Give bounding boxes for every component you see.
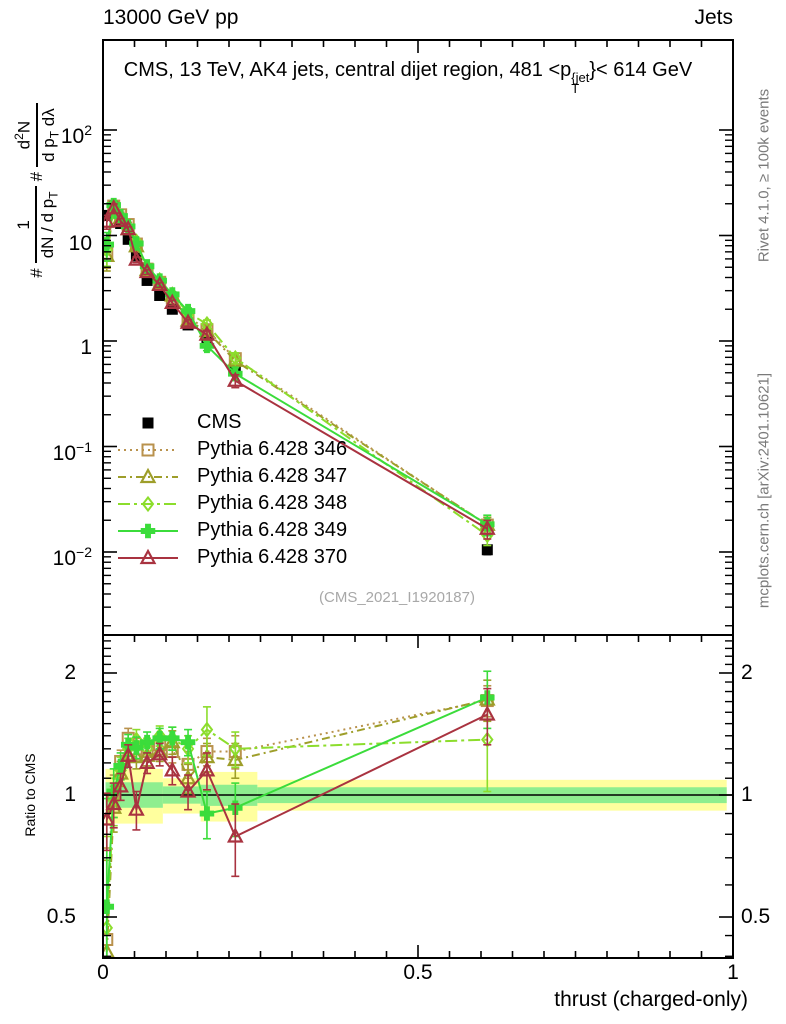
legend-label: CMS [197,411,242,433]
legend-swatch [118,443,178,456]
main-y-tick-label: 10−2 [52,544,92,570]
ratio-y-tick-label-left: 1 [64,783,76,806]
x-tick-label: 0.5 [403,961,433,984]
legend-item: Pythia 6.428 346 [116,436,347,463]
legend-swatch [118,548,178,564]
ylabel-hash-2: # [27,171,46,182]
ratio-y-tick-label-right: 1 [741,783,753,806]
x-tick-label: 1 [727,961,739,984]
ratio-y-tick-label-right: 0.5 [741,905,771,928]
main-panel-data [103,197,496,556]
legend-item: Pythia 6.428 349 [116,517,347,544]
main-y-tick-label: 10−1 [52,439,92,465]
analysis-id-watermark: (CMS_2021_I1920187) [319,589,475,606]
legend-label: Pythia 6.428 349 [197,519,348,541]
legend-item: Pythia 6.428 347 [116,463,347,490]
main-y-tick-label: 10 [68,232,92,255]
header-beam-energy: 13000 GeV pp [103,6,239,29]
series-pythia-6-428-370 [103,687,496,878]
rivet-version-note: Rivet 4.1.0, ≥ 100k events [755,88,773,263]
pt-jet-subscript: T [571,81,580,96]
legend-swatch [118,467,178,483]
x-tick-label: 0 [97,961,109,984]
legend-swatch [142,417,154,428]
legend-label: Pythia 6.428 348 [197,492,348,514]
main-y-tick-label: 102 [60,122,92,148]
ratio-uncertainty-bands [105,768,727,824]
plot-title-text: CMS, 13 TeV, AK4 jets, central dijet reg… [123,59,572,81]
pt-jet-superscript: {jet [571,70,590,85]
ylabel-hash-1: # [27,268,46,278]
plot-frames [102,39,734,959]
ratio-panel-data [103,670,496,958]
header-analysis-group: Jets [694,6,733,29]
series-pythia-6-428-370 [103,199,496,540]
mcplots-reference-note: mcplots.cern.ch [arXiv:2401.10621] [755,372,773,609]
legend-label: Pythia 6.428 370 [197,546,348,568]
plot-title-suffix: }< 614 GeV [589,59,693,81]
legend-swatch [118,523,178,538]
x-axis-label: thrust (charged-only) [554,988,748,1011]
legend-item: Pythia 6.428 348 [116,490,347,517]
ratio-y-tick-label-right: 2 [741,661,753,684]
legend: CMS Pythia 6.428 346 Pythia 6.428 347 Pythi… [116,409,347,571]
legend-swatch [118,495,178,512]
plot-title: CMS, 13 TeV, AK4 jets, central dijet reg… [5,59,786,96]
main-y-axis-label: # 1 dN / d pT # d2N d pT dλ [9,41,65,341]
ratio-y-tick-label-left: 2 [64,661,76,684]
legend-item: Pythia 6.428 370 [116,544,347,571]
legend-label: Pythia 6.428 347 [197,465,348,487]
legend-item: CMS [116,409,347,436]
main-y-tick-label: 1 [80,336,92,359]
ratio-y-tick-label-left: 0.5 [46,905,76,928]
legend-label: Pythia 6.428 346 [197,438,348,460]
pt-jet-stack: {jet T [571,70,590,96]
